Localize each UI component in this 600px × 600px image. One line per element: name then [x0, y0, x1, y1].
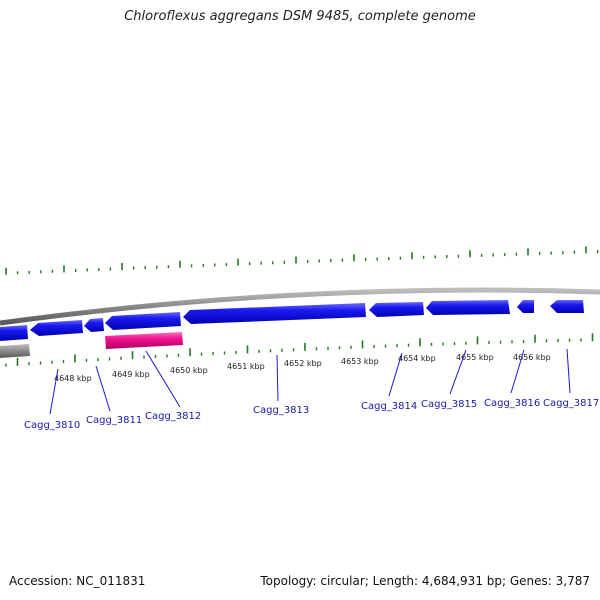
tick-label: 4652 kbp: [284, 359, 322, 368]
gene-arrow[interactable]: [550, 300, 584, 313]
gene-label[interactable]: Cagg_3814: [361, 401, 417, 412]
gene-label[interactable]: Cagg_3811: [86, 415, 142, 426]
tick-label: 4656 kbp: [513, 353, 551, 362]
accession-text: Accession: NC_011831: [9, 574, 146, 588]
gene-labels: Cagg_3810 Cagg_3811 Cagg_3812 Cagg_3813 …: [24, 398, 599, 431]
leader-line: [510, 349, 525, 394]
tick-label: 4649 kbp: [112, 370, 150, 379]
genome-backbone: [0, 287, 600, 326]
gene-arrow[interactable]: [369, 302, 424, 317]
tick-label: 4648 kbp: [54, 374, 92, 383]
gene-block-grey[interactable]: [0, 344, 30, 358]
gene-label[interactable]: Cagg_3816: [484, 398, 540, 409]
tick-label: 4650 kbp: [170, 366, 208, 375]
gene-arrow[interactable]: [183, 303, 366, 324]
gene-arrow[interactable]: [0, 325, 28, 341]
gene-arrow[interactable]: [517, 300, 534, 313]
gene-label[interactable]: Cagg_3810: [24, 420, 80, 431]
genome-summary-text: Topology: circular; Length: 4,684,931 bp…: [260, 574, 590, 588]
tick-label: 4651 kbp: [227, 362, 265, 371]
leader-line: [388, 352, 403, 397]
leader-line: [95, 365, 111, 412]
kbp-labels: 4648 kbp 4649 kbp 4650 kbp 4651 kbp 4652…: [54, 353, 551, 383]
gene-block-highlight[interactable]: [105, 332, 183, 349]
tick-label: 4653 kbp: [341, 357, 379, 366]
gene-arrow[interactable]: [105, 312, 181, 330]
tick-label: 4654 kbp: [398, 354, 436, 363]
gene-label[interactable]: Cagg_3817: [543, 398, 599, 409]
gene-label[interactable]: Cagg_3812: [145, 411, 201, 422]
leader-line: [449, 349, 467, 395]
gene-label[interactable]: Cagg_3815: [421, 399, 477, 410]
outer-tick-ring: [5, 246, 599, 275]
gene-arrow[interactable]: [30, 320, 83, 336]
reverse-strand-genes: [0, 332, 183, 358]
tick-label: 4655 kbp: [456, 353, 494, 362]
leader-line: [276, 354, 279, 402]
forward-strand-genes: [0, 300, 584, 341]
leader-line: [145, 350, 181, 408]
map-title: Chloroflexus aggregans DSM 9485, complet…: [124, 9, 476, 24]
leader-line: [49, 368, 59, 415]
leader-line: [566, 348, 571, 394]
inner-tick-ring: [5, 333, 594, 367]
gene-label-leaders: [49, 348, 571, 415]
gene-arrow[interactable]: [426, 300, 510, 315]
gene-arrow[interactable]: [84, 318, 104, 332]
gene-label[interactable]: Cagg_3813: [253, 405, 309, 416]
